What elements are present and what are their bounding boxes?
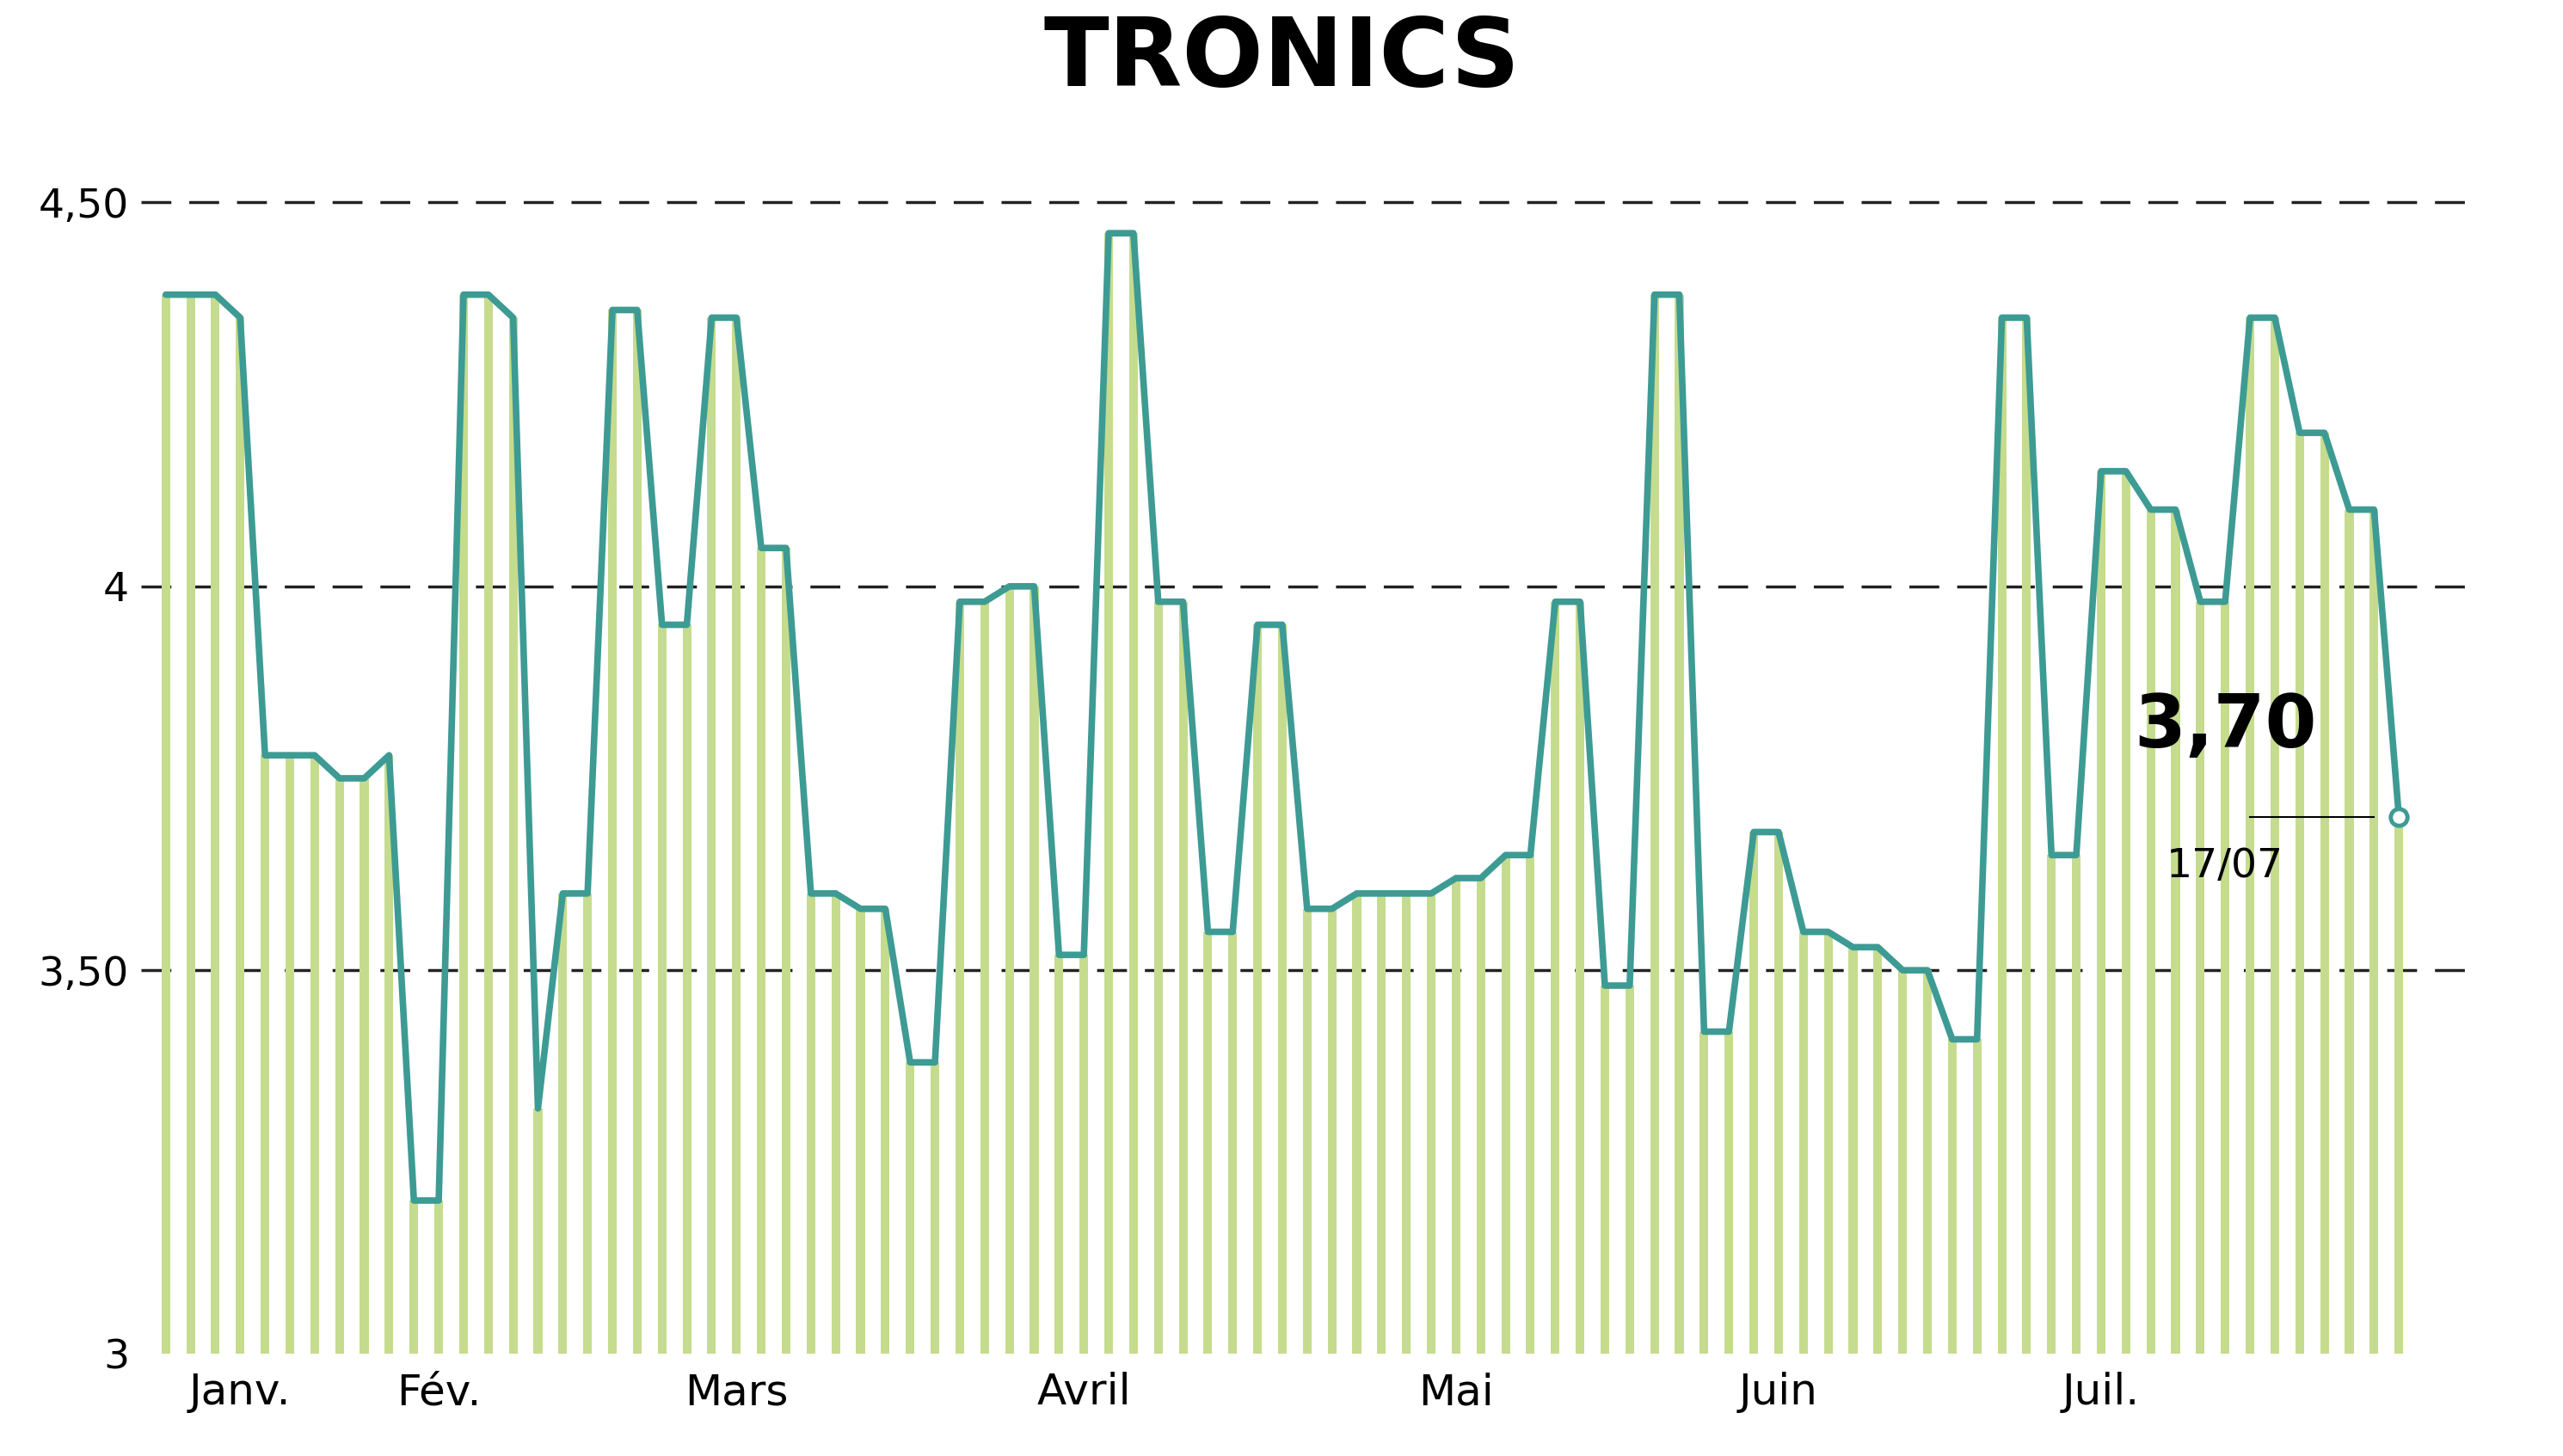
Bar	[1130, 233, 1138, 1354]
Bar	[559, 894, 566, 1354]
Bar	[2271, 317, 2279, 1354]
Bar	[1551, 601, 1561, 1354]
Bar	[1676, 294, 1684, 1354]
Bar	[284, 756, 295, 1354]
Bar	[930, 1063, 938, 1354]
Bar	[2296, 432, 2304, 1354]
Bar	[1725, 1032, 1733, 1354]
Bar	[261, 756, 269, 1354]
Bar	[782, 547, 789, 1354]
Bar	[2371, 510, 2378, 1354]
Bar	[1502, 855, 1510, 1354]
Bar	[956, 601, 964, 1354]
Bar	[336, 779, 343, 1354]
Bar	[2171, 510, 2181, 1354]
Bar	[1699, 1032, 1710, 1354]
Bar	[2394, 817, 2404, 1354]
Bar	[1899, 970, 1907, 1354]
Bar	[1402, 894, 1410, 1354]
Bar	[1053, 955, 1064, 1354]
Bar	[1651, 294, 1658, 1354]
Bar	[510, 317, 518, 1354]
Bar	[1353, 894, 1361, 1354]
Bar	[1476, 878, 1484, 1354]
Bar	[1451, 878, 1461, 1354]
Bar	[459, 294, 469, 1354]
Bar	[161, 294, 169, 1354]
Bar	[659, 625, 666, 1354]
Bar	[905, 1063, 915, 1354]
Bar	[1205, 932, 1212, 1354]
Bar	[633, 310, 641, 1354]
Bar	[807, 894, 815, 1354]
Bar	[1279, 625, 1287, 1354]
Bar	[1079, 955, 1089, 1354]
Bar	[830, 894, 841, 1354]
Bar	[533, 1108, 543, 1354]
Bar	[236, 317, 243, 1354]
Bar	[2022, 317, 2030, 1354]
Bar	[733, 317, 741, 1354]
Bar	[1428, 894, 1435, 1354]
Bar	[2048, 855, 2056, 1354]
Bar	[2196, 601, 2204, 1354]
Bar	[1302, 909, 1312, 1354]
Bar	[2345, 510, 2353, 1354]
Bar	[1825, 932, 1833, 1354]
Bar	[1799, 932, 1807, 1354]
Bar	[1376, 894, 1387, 1354]
Bar	[1625, 986, 1635, 1354]
Bar	[756, 547, 766, 1354]
Bar	[1974, 1040, 1981, 1354]
Bar	[2097, 472, 2104, 1354]
Bar	[1774, 831, 1784, 1354]
Bar	[359, 779, 369, 1354]
Bar	[1153, 601, 1164, 1354]
Bar	[1253, 625, 1261, 1354]
Bar	[2220, 601, 2230, 1354]
Bar	[1599, 986, 1610, 1354]
Bar	[210, 294, 220, 1354]
Bar	[310, 756, 318, 1354]
Text: TRONICS: TRONICS	[1043, 13, 1520, 106]
Bar	[707, 317, 715, 1354]
Bar	[584, 894, 592, 1354]
Bar	[1922, 970, 1933, 1354]
Bar	[1179, 601, 1187, 1354]
Bar	[1874, 948, 1881, 1354]
Bar	[384, 756, 395, 1354]
Text: 3,70: 3,70	[2135, 692, 2317, 763]
Bar	[1751, 831, 1758, 1354]
Bar	[1997, 317, 2007, 1354]
Bar	[2122, 472, 2130, 1354]
Bar	[1576, 601, 1584, 1354]
Bar	[882, 909, 889, 1354]
Bar	[682, 625, 692, 1354]
Bar	[1005, 587, 1015, 1354]
Bar	[2245, 317, 2255, 1354]
Bar	[1525, 855, 1535, 1354]
Bar	[410, 1201, 418, 1354]
Bar	[856, 909, 864, 1354]
Bar	[1228, 932, 1238, 1354]
Bar	[607, 310, 618, 1354]
Bar	[1948, 1040, 1956, 1354]
Bar	[1030, 587, 1038, 1354]
Bar	[1848, 948, 1858, 1354]
Bar	[2320, 432, 2330, 1354]
Bar	[2071, 855, 2081, 1354]
Bar	[484, 294, 492, 1354]
Text: 17/07: 17/07	[2166, 847, 2284, 887]
Bar	[979, 601, 989, 1354]
Bar	[1105, 233, 1112, 1354]
Bar	[433, 1201, 443, 1354]
Bar	[2145, 510, 2155, 1354]
Bar	[187, 294, 195, 1354]
Bar	[1328, 909, 1335, 1354]
